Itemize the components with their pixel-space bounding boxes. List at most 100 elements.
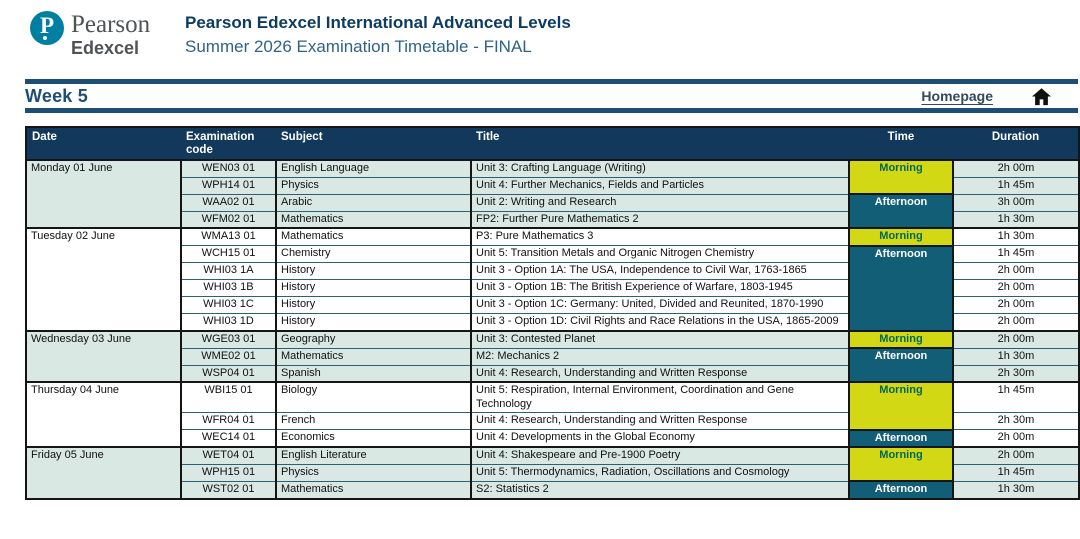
column-header-time: Time [849,127,953,161]
subject-cell: Chemistry [275,245,472,263]
table-row: Wednesday 03 June WGE03 01 Geography Unit 3… [25,329,1080,383]
date-cell: Wednesday 03 June [25,329,182,383]
pearson-logo-icon: P [30,11,64,45]
exam-code-cell: WAA02 01 [180,193,277,212]
duration-cell: 3h 00m [952,193,1080,212]
title-cell: Unit 4: Research, Understanding and Writ… [470,364,850,383]
subject-cell: Mathematics [275,227,472,246]
exam-code-cell: WHI03 1C [180,296,277,314]
subject-cell: History [275,313,472,331]
duration-cell: 1h 45m [952,176,1080,195]
brand-name: Pearson [71,11,151,38]
duration-cell: 1h 30m [952,210,1080,229]
duration-cell: 2h 00m [952,279,1080,297]
table-row: WFR04 01 French Unit 4: Research, Understa… [26,412,1080,430]
exam-code-cell: WHI03 1A [180,262,277,280]
exam-code-cell: WPH15 01 [180,463,277,482]
table-row: WPH14 01 Physics Unit 4: Further Mechanics… [26,176,1080,195]
duration-cell: 1h 30m [952,480,1080,499]
table-row: WME02 01 Mathematics M2: Mechanics 2 Aftern… [26,347,1080,383]
date-cell: Tuesday 02 June [25,227,182,331]
exam-code-cell: WET04 01 [180,446,277,465]
exam-code-cell: WME02 01 [180,347,277,366]
duration-cell: 2h 00m [952,446,1080,465]
time-cell-afternoon: Afternoon [848,193,954,229]
column-header-subject: Subject [276,127,471,161]
title-cell: Unit 3 - Option 1C: Germany: United, Div… [470,296,850,314]
subject-cell: Physics [275,176,472,195]
masthead: P Pearson Edexcel Pearson Edexcel Intern… [0,0,1080,70]
title-cell: M2: Mechanics 2 [470,347,850,366]
exam-code-cell: WHI03 1B [180,279,277,297]
duration-cell: 2h 30m [952,364,1080,383]
title-cell: Unit 3 - Option 1A: The USA, Independenc… [470,262,850,280]
page-title: Pearson Edexcel International Advanced L… [185,13,571,32]
subject-cell: English Language [275,159,472,178]
table-row: WHI03 1B History Unit 3 - Option 1B: The B… [26,279,1080,297]
title-cell: Unit 3 - Option 1D: Civil Rights and Rac… [470,313,850,331]
duration-cell: 1h 45m [952,463,1080,482]
subject-cell: Mathematics [275,347,472,366]
exam-code-cell: WEC14 01 [180,429,277,448]
exam-code-cell: WFR04 01 [180,412,277,430]
column-header-title: Title [471,127,849,161]
table-row: WST02 01 Mathematics S2: Statistics 2 After… [26,480,1080,500]
homepage-link[interactable]: Homepage [921,88,993,104]
time-cell-morning: Morning [848,159,954,195]
time-cell-morning: Morning [848,381,954,431]
title-cell: Unit 5: Thermodynamics, Radiation, Oscil… [470,463,850,482]
exam-code-cell: WFM02 01 [180,210,277,229]
title-cell: Unit 3 - Option 1B: The British Experien… [470,279,850,297]
divider-bar-bottom [25,108,1078,113]
title-cell: Unit 5: Transition Metals and Organic Ni… [470,245,850,263]
brand-wordmark: Pearson Edexcel [71,12,150,59]
subject-cell: Physics [275,463,472,482]
exam-code-cell: WSP04 01 [180,364,277,383]
table-row: WAA02 01 Arabic Unit 2: Writing and Resear… [26,193,1080,229]
title-cell: Unit 2: Writing and Research [470,193,850,212]
title-cell: Unit 4: Shakespeare and Pre-1900 Poetry [470,446,850,465]
title-cell: FP2: Further Pure Mathematics 2 [470,210,850,229]
table-row: WPH15 01 Physics Unit 5: Thermodynamics, R… [26,463,1080,482]
column-header-date: Date [26,127,181,161]
divider-bar-top [25,79,1078,84]
subject-cell: Arabic [275,193,472,212]
table-row: Monday 01 June WEN03 01 English Language Un… [25,159,1080,229]
time-cell-morning: Morning [848,227,954,247]
table-row: WCH15 01 Chemistry Unit 5: Transition Meta… [26,244,1080,332]
column-header-code: Examination code [181,127,276,161]
week-bar-right: Homepage [921,87,1078,106]
subject-cell: Mathematics [275,480,472,499]
title-cell: Unit 4: Developments in the Global Econo… [470,429,850,448]
duration-cell: 2h 00m [952,329,1080,349]
title-cell: Unit 3: Crafting Language (Writing) [470,159,850,178]
date-cell: Monday 01 June [25,159,182,229]
date-cell: Friday 05 June [25,446,182,499]
exam-code-cell: WCH15 01 [180,245,277,263]
brand-subname: Edexcel [71,38,140,58]
week-bar: Week 5 Homepage [25,84,1078,108]
timetable-header: Date Examination code Subject Title Time Dura… [26,127,1079,161]
content: Week 5 Homepage Date Examination code Subj… [25,79,1080,500]
table-row: WEC14 01 Economics Unit 4: Developments in… [26,428,1080,448]
title-cell: P3: Pure Mathematics 3 [470,227,850,246]
time-cell-morning: Morning [848,329,954,349]
title-cell: Unit 3: Contested Planet [470,329,850,349]
page-subtitle: Summer 2026 Examination Timetable - FINA… [185,37,532,56]
subject-cell: Geography [275,329,472,349]
timetable: Date Examination code Subject Title Time Dura… [25,126,1080,500]
duration-cell: 2h 00m [952,159,1080,178]
time-cell-afternoon: Afternoon [848,244,954,332]
time-cell-afternoon: Afternoon [848,347,954,383]
exam-code-cell: WBI15 01 [180,381,277,413]
exam-code-cell: WPH14 01 [180,176,277,195]
home-icon[interactable] [1031,87,1052,106]
exam-code-cell: WGE03 01 [180,329,277,349]
column-header-duration: Duration [953,127,1079,161]
time-cell-afternoon: Afternoon [848,480,954,500]
subject-cell: Biology [275,381,472,413]
duration-cell: 1h 30m [952,227,1080,246]
subject-cell: English Literature [275,446,472,465]
title-cell: Unit 5: Respiration, Internal Environmen… [470,381,850,413]
